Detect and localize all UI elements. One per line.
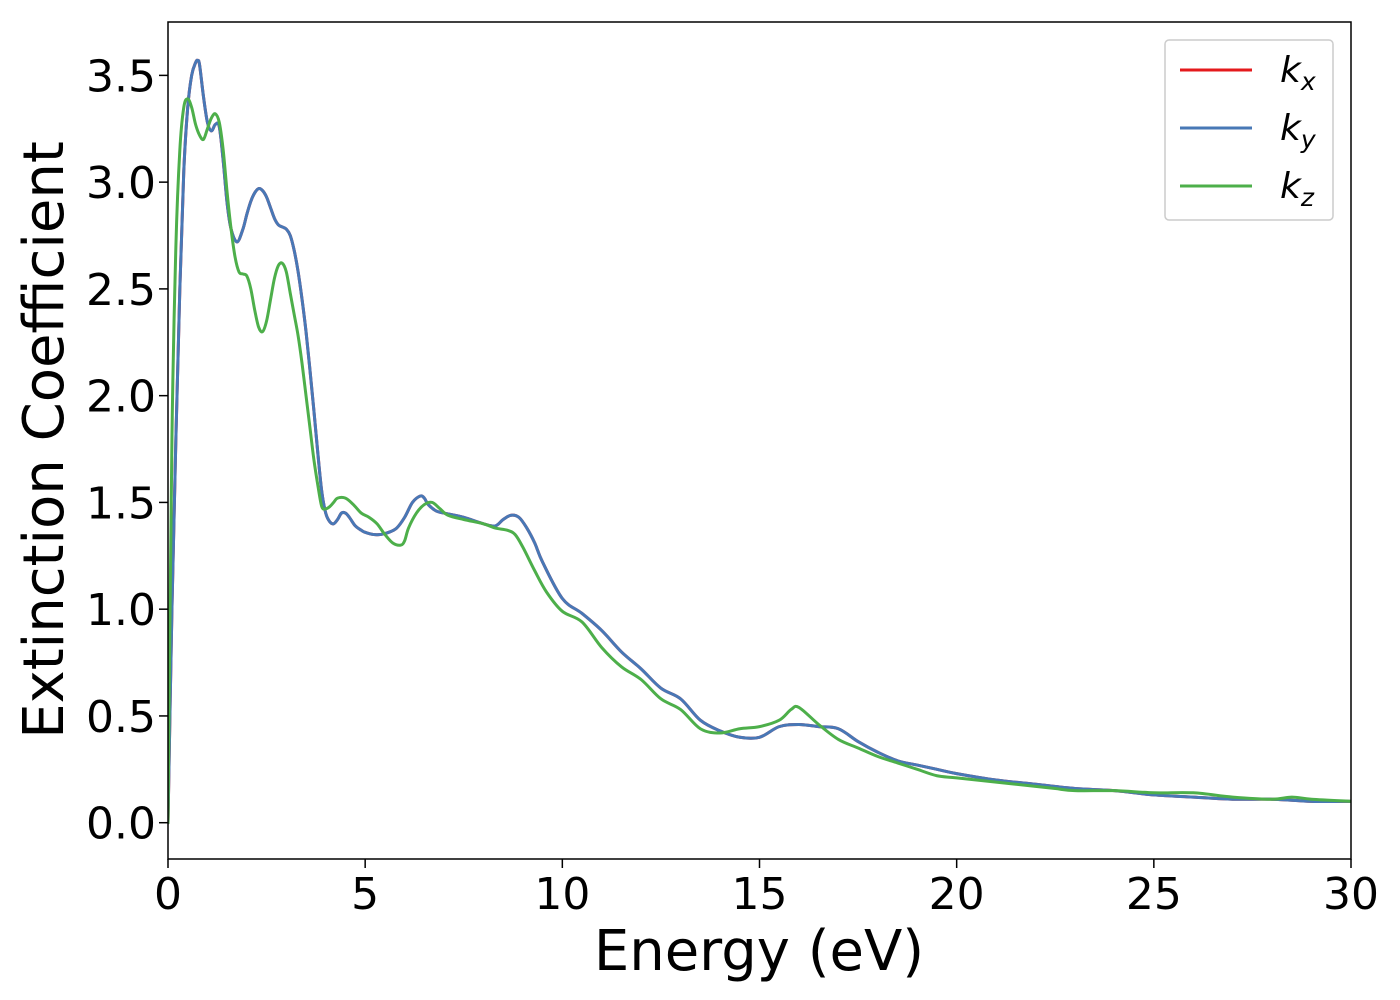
series-layer — [168, 58, 1351, 825]
x-axis: 0 5 10 15 20 25 30 — [154, 859, 1379, 920]
y-tick-label: 0.0 — [86, 799, 156, 850]
legend-entry-ky: ky — [1280, 108, 1317, 154]
legend-entry-symbol: k — [1280, 166, 1303, 207]
x-tick-label: 30 — [1323, 869, 1379, 920]
y-axis-label: Extinction Coefficient — [12, 141, 77, 739]
x-tick-label: 25 — [1126, 869, 1182, 920]
y-tick-label: 3.0 — [86, 158, 156, 209]
legend-entry-symbol: k — [1280, 108, 1303, 149]
x-axis-label: Energy (eV) — [594, 919, 924, 984]
y-tick-label: 2.0 — [86, 372, 156, 423]
x-tick-label: 0 — [154, 869, 182, 920]
legend-entry-subscript: x — [1300, 67, 1316, 96]
x-tick-label: 20 — [929, 869, 985, 920]
x-tick-label: 5 — [351, 869, 379, 920]
legend-frame — [1164, 39, 1334, 221]
y-tick-label: 3.5 — [86, 51, 156, 102]
y-tick-label: 0.5 — [86, 692, 156, 743]
legend-entry-subscript: y — [1300, 125, 1317, 154]
y-tick-label: 2.5 — [86, 265, 156, 316]
legend-entry-kx: kx — [1280, 50, 1316, 96]
legend-entry-kz: kz — [1280, 166, 1315, 212]
x-tick-label: 15 — [732, 869, 788, 920]
legend-entry-subscript: z — [1300, 183, 1315, 212]
x-tick-label: 10 — [534, 869, 590, 920]
legend-entry-symbol: k — [1280, 50, 1303, 91]
series-line-kz — [168, 97, 1351, 825]
y-axis: 0.0 0.5 1.0 1.5 2.0 2.5 3.0 3.5 — [86, 51, 168, 850]
y-tick-label: 1.0 — [86, 585, 156, 636]
y-tick-label: 1.5 — [86, 478, 156, 529]
